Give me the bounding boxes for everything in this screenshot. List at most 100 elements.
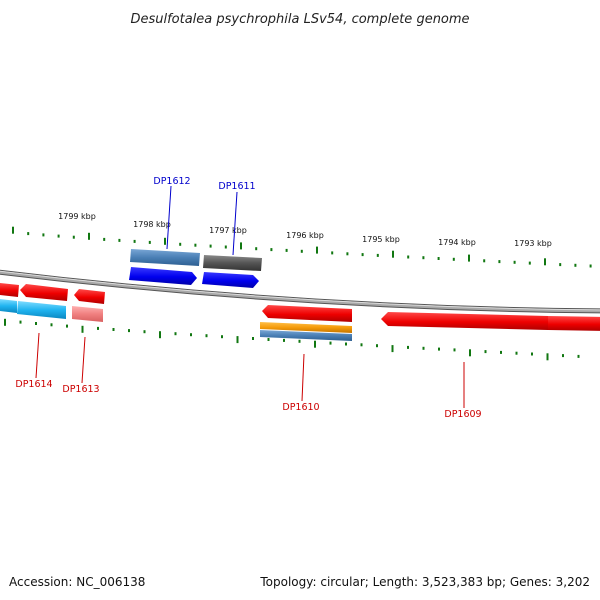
gene-label-dp1609[interactable]: DP1609 <box>444 409 481 420</box>
scale-minor-tick <box>285 248 288 252</box>
scale-label-1793: 1793 kbp <box>514 239 552 248</box>
scale-minor-tick <box>422 346 425 350</box>
scale-minor-tick <box>484 350 487 354</box>
scale-minor-tick <box>577 354 580 358</box>
scale-minor-tick <box>19 320 22 324</box>
cds-dp1614-reverse[interactable] <box>20 284 68 301</box>
scale-major-tick <box>392 250 394 258</box>
scale-major-tick <box>316 246 318 254</box>
scale-minor-tick <box>133 239 136 243</box>
scale-label-1796: 1796 kbp <box>286 231 324 240</box>
feature-bar-left-edge <box>0 299 17 313</box>
scale-label-1799: 1799 kbp <box>58 212 96 221</box>
scale-major-tick <box>164 237 166 245</box>
scale-minor-tick <box>224 245 227 249</box>
map-title: Desulfotalea psychrophila LSv54, complet… <box>130 12 469 27</box>
gene-label-dp1614[interactable]: DP1614 <box>15 379 52 390</box>
scale-minor-tick <box>205 334 208 338</box>
feature-bar-dp1612 <box>130 249 200 266</box>
scale-minor-tick <box>267 338 270 341</box>
cds-right-edge[interactable] <box>548 316 600 331</box>
scale-minor-tick <box>270 248 273 252</box>
leader-dp1611 <box>232 191 238 256</box>
scale-minor-tick <box>128 329 130 333</box>
scale-minor-tick <box>42 233 45 237</box>
scale-minor-tick <box>143 330 146 334</box>
scale-minor-tick <box>528 261 531 265</box>
scale-minor-tick <box>559 263 562 267</box>
scale-minor-tick <box>190 333 192 337</box>
gene-label-dp1612[interactable]: DP1612 <box>153 176 190 187</box>
leader-dp1613 <box>81 336 86 384</box>
scale-minor-tick <box>97 326 99 330</box>
scale-minor-tick <box>407 255 410 259</box>
scale-label-1795: 1795 kbp <box>362 235 400 244</box>
cds-dp1611-forward[interactable] <box>202 272 259 288</box>
scale-major-tick <box>468 254 470 262</box>
scale-minor-tick <box>298 339 301 343</box>
scale-minor-tick <box>361 253 364 257</box>
feature-bar-dp1611 <box>203 255 262 271</box>
scale-minor-tick <box>27 232 30 236</box>
cds-dp1613-reverse[interactable] <box>74 289 105 304</box>
gene-label-dp1611[interactable]: DP1611 <box>218 181 255 192</box>
scale-major-tick <box>314 340 316 348</box>
scale-minor-tick <box>112 328 115 331</box>
scale-minor-tick <box>194 243 197 247</box>
cds-dp1612-forward[interactable] <box>129 267 197 285</box>
scale-minor-tick <box>72 235 75 239</box>
feature-bar-dp1610-orange <box>260 322 352 333</box>
scale-major-tick <box>544 258 546 266</box>
scale-labels: 1799 kbp 1798 kbp 1797 kbp 1796 kbp 1795… <box>58 212 552 248</box>
cds-left-edge[interactable] <box>0 283 19 297</box>
scale-minor-tick <box>50 323 53 327</box>
scale-minor-tick <box>574 263 577 267</box>
scale-minor-tick <box>118 238 121 242</box>
scale-minor-tick <box>498 260 501 264</box>
scale-minor-tick <box>35 322 37 325</box>
scale-minor-tick <box>300 249 303 253</box>
scale-minor-tick <box>407 345 409 349</box>
feature-bar-dp1613 <box>72 306 103 322</box>
leader-dp1614 <box>35 332 40 379</box>
scale-minor-tick <box>283 338 285 342</box>
scale-major-tick <box>12 226 14 234</box>
scale-minor-tick <box>329 341 332 345</box>
scale-minor-tick <box>252 337 254 340</box>
scale-minor-tick <box>346 252 349 256</box>
scale-minor-tick <box>66 324 68 328</box>
scale-minor-tick <box>562 354 564 358</box>
scale-major-tick <box>159 331 161 339</box>
scale-label-1798: 1798 kbp <box>133 220 171 229</box>
scale-label-1797: 1797 kbp <box>209 226 247 235</box>
gene-label-dp1610[interactable]: DP1610 <box>282 402 319 413</box>
feature-bar-dp1614 <box>17 301 66 319</box>
scale-minor-tick <box>360 343 363 347</box>
scale-minor-tick <box>209 244 212 248</box>
scale-major-tick <box>240 242 242 250</box>
scale-minor-tick <box>531 352 533 356</box>
scale-minor-tick <box>452 257 455 261</box>
scale-minor-tick <box>345 342 347 346</box>
cds-dp1609-reverse[interactable] <box>381 312 548 330</box>
gene-label-dp1613[interactable]: DP1613 <box>62 384 99 395</box>
scale-minor-tick <box>513 260 516 264</box>
scale-major-tick <box>81 325 84 333</box>
scale-minor-tick <box>438 347 440 351</box>
scale-minor-tick <box>483 259 486 263</box>
scale-major-tick <box>469 349 471 357</box>
genome-backbone <box>0 270 600 313</box>
scale-minor-tick <box>179 242 182 246</box>
scale-minor-tick <box>376 344 378 348</box>
scale-minor-tick <box>437 257 440 260</box>
scale-minor-tick <box>57 234 60 238</box>
scale-major-tick <box>391 345 394 353</box>
scale-minor-tick <box>221 335 223 339</box>
scale-minor-tick <box>500 350 502 354</box>
cds-dp1610-reverse[interactable] <box>262 305 352 322</box>
scale-minor-tick <box>103 237 106 241</box>
scale-minor-tick <box>515 351 518 355</box>
scale-major-tick <box>4 318 6 326</box>
topology-text: Topology: circular; Length: 3,523,383 bp… <box>259 575 590 589</box>
